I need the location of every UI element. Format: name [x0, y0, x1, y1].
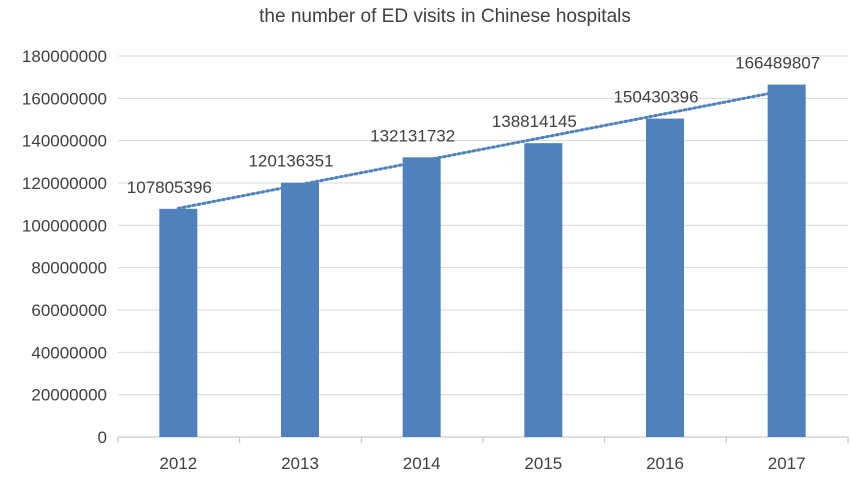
- chart-title: the number of ED visits in Chinese hospi…: [259, 6, 631, 27]
- y-axis-tick-labels: 0 20000000 40000000 60000000 80000000 1000000…: [22, 47, 107, 447]
- bar: [159, 208, 198, 437]
- bar: [402, 157, 441, 437]
- bar: [281, 182, 319, 437]
- y-tick-label: 120000000: [22, 174, 107, 193]
- y-tick-label: 180000000: [22, 47, 107, 66]
- data-label: 150430396: [613, 88, 698, 107]
- trendline-layer: [176, 88, 789, 210]
- bar: [524, 143, 563, 437]
- y-tick-label: 40000000: [31, 343, 107, 362]
- data-label: 107805396: [127, 178, 212, 197]
- y-tick-label: 0: [98, 428, 107, 447]
- data-label: 166489807: [735, 54, 820, 73]
- data-label: 132131732: [370, 126, 455, 145]
- x-axis-tick-labels: 2012 2013 2014 2015 2016 2017: [159, 454, 805, 473]
- y-tick-label: 80000000: [31, 259, 107, 278]
- x-tick-label: 2012: [159, 454, 197, 473]
- bars: [159, 84, 806, 438]
- y-tick-label: 60000000: [31, 301, 107, 320]
- bar: [767, 84, 806, 438]
- y-tick-label: 140000000: [22, 132, 107, 151]
- y-tick-label: 160000000: [22, 89, 107, 108]
- trendline: [176, 88, 789, 210]
- x-tick-label: 2014: [403, 454, 441, 473]
- x-tick-label: 2015: [524, 454, 562, 473]
- x-tick-label: 2013: [281, 454, 319, 473]
- y-tick-label: 20000000: [31, 386, 107, 405]
- gridlines: [117, 55, 849, 443]
- x-tick-label: 2016: [646, 454, 684, 473]
- y-tick-label: 100000000: [22, 216, 107, 235]
- data-label: 120136351: [248, 152, 333, 171]
- data-label: 138814145: [492, 112, 577, 131]
- x-tick-label: 2017: [768, 454, 806, 473]
- bar: [646, 118, 684, 438]
- data-labels: 107805396 120136351 132131732 138814145 1504…: [127, 54, 820, 197]
